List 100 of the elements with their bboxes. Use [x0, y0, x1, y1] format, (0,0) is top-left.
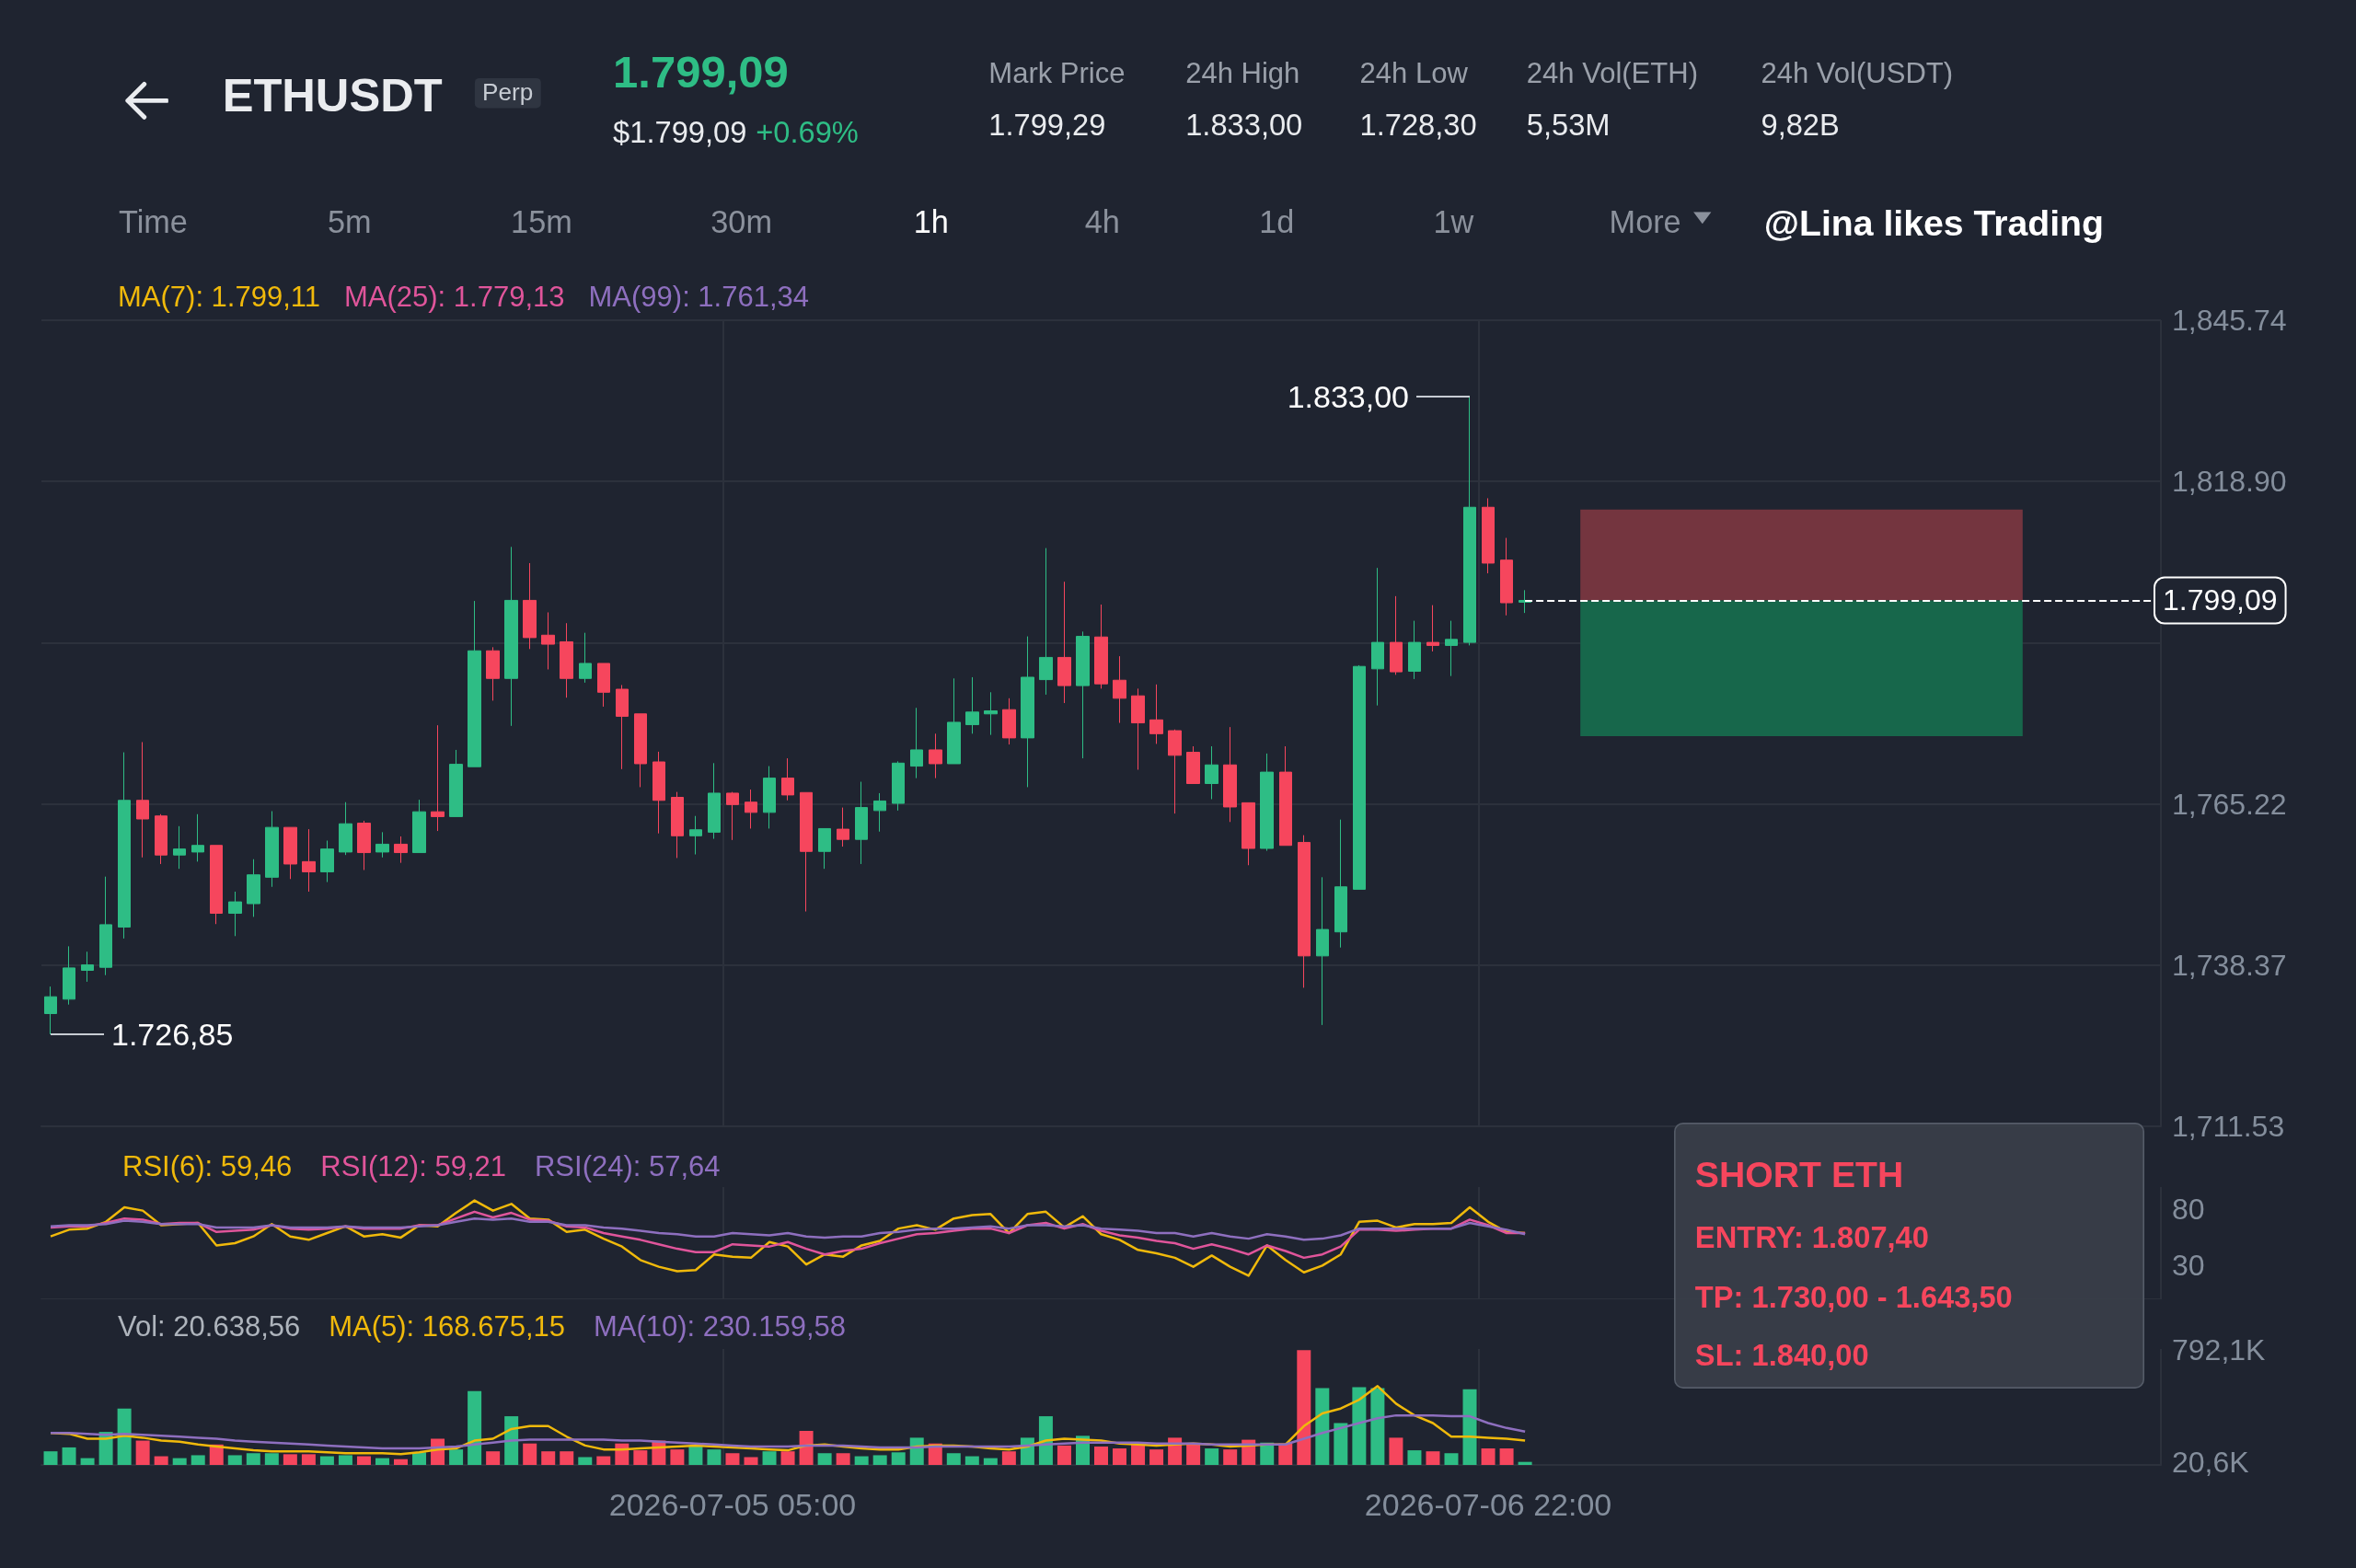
- bar: [394, 1458, 409, 1465]
- text: 15m: [511, 203, 572, 242]
- candlestick: [63, 945, 75, 1006]
- bar: [836, 1453, 850, 1465]
- bar: [135, 1440, 150, 1465]
- candlestick: [965, 676, 979, 734]
- bar: [486, 1451, 501, 1465]
- annotation: 1.833,00: [1287, 377, 1471, 416]
- bar: [1352, 1387, 1367, 1465]
- candlestick: [1223, 726, 1237, 823]
- candlestick: [136, 741, 149, 859]
- bar: [1260, 1442, 1275, 1465]
- bar: [1186, 1443, 1201, 1465]
- candlestick: [929, 732, 942, 779]
- bar: [1094, 1447, 1108, 1465]
- candlestick: [283, 826, 297, 880]
- candlestick: [726, 791, 739, 841]
- bar: [1113, 1448, 1127, 1465]
- text: 24h Vol(ETH): [1526, 56, 1698, 91]
- bar: [1444, 1453, 1459, 1465]
- annotation: TP: 1.730,00 - 1.643,50: [1694, 1279, 2013, 1315]
- candlestick: [1002, 698, 1016, 745]
- annotation: 1.726,85: [51, 1015, 234, 1054]
- candlestick: [708, 762, 721, 840]
- text: $1.799,09: [613, 114, 747, 151]
- candlestick: [1500, 537, 1513, 617]
- bar: [1001, 1451, 1016, 1465]
- bar: [264, 1453, 279, 1465]
- text: 5m: [327, 203, 372, 242]
- y-tick-label: 1,845.74: [2172, 304, 2287, 337]
- candlestick: [1408, 620, 1421, 680]
- text: 4h: [1084, 203, 1120, 242]
- bar: [62, 1447, 76, 1465]
- candlestick: [671, 791, 684, 859]
- text: MA(5): 168.675,15: [329, 1310, 565, 1343]
- candlestick: [910, 707, 923, 779]
- bar: [707, 1449, 722, 1465]
- candlestick: [873, 792, 886, 833]
- candlestick: [375, 831, 389, 859]
- text: 9,82B: [1761, 107, 1840, 144]
- bar: [1297, 1350, 1311, 1465]
- bar: [154, 1456, 168, 1465]
- bar: [1149, 1449, 1164, 1465]
- candlestick: [468, 600, 481, 767]
- bar: [301, 1454, 316, 1465]
- bar: [246, 1453, 260, 1465]
- bar: [504, 1416, 519, 1465]
- candlestick: [504, 546, 518, 727]
- candlestick: [1390, 595, 1403, 675]
- bar: [780, 1451, 795, 1465]
- text: @Lina likes Trading: [1763, 202, 2104, 245]
- text: 1.728,30: [1359, 107, 1477, 144]
- candlestick: [781, 757, 794, 801]
- candlestick: [191, 813, 204, 862]
- candlestick: [560, 622, 573, 698]
- bar: [1407, 1450, 1422, 1465]
- bar: [1205, 1448, 1219, 1465]
- candlestick: [339, 801, 352, 856]
- candlestick: [763, 766, 776, 829]
- y-tick-label: 792,1K: [2172, 1333, 2266, 1367]
- bar: [1499, 1448, 1514, 1465]
- candlestick: [1057, 581, 1071, 704]
- bar: [744, 1457, 758, 1465]
- candlestick: [837, 807, 849, 847]
- bar: [1426, 1451, 1440, 1465]
- candlestick: [210, 845, 223, 925]
- bar: [1057, 1445, 1071, 1465]
- text: 24h Low: [1359, 56, 1468, 90]
- y-tick-label: 1,765.22: [2172, 787, 2287, 821]
- bar: [191, 1455, 205, 1465]
- candlestick: [818, 827, 831, 870]
- text: Vol: 20.638,56: [118, 1310, 301, 1343]
- candlestick: [689, 815, 702, 856]
- bar: [633, 1450, 648, 1465]
- candlestick: [394, 836, 408, 864]
- bar: [1462, 1389, 1477, 1465]
- text: 24h High: [1185, 56, 1300, 91]
- bar: [1223, 1449, 1238, 1465]
- candlestick: [1445, 620, 1458, 677]
- candlestick: [800, 791, 813, 913]
- candlestick: [1482, 497, 1495, 574]
- text: 1w: [1433, 203, 1474, 242]
- candlestick: [1094, 604, 1108, 689]
- bar: [1481, 1448, 1496, 1465]
- candlestick: [155, 813, 167, 865]
- candlestick: [431, 724, 445, 832]
- bar: [688, 1447, 703, 1465]
- candlestick: [265, 811, 279, 888]
- bar: [670, 1449, 685, 1465]
- candlestick: [1260, 753, 1274, 852]
- candlestick: [357, 820, 371, 870]
- bar: [375, 1458, 389, 1465]
- bar: [1278, 1443, 1293, 1465]
- bar: [449, 1449, 464, 1465]
- candlestick: [1131, 687, 1145, 770]
- y-tick-label: 1,818.90: [2172, 465, 2287, 499]
- bar: [523, 1443, 537, 1465]
- candlestick: [523, 562, 537, 650]
- candlestick: [1334, 819, 1347, 949]
- candlestick: [634, 713, 647, 788]
